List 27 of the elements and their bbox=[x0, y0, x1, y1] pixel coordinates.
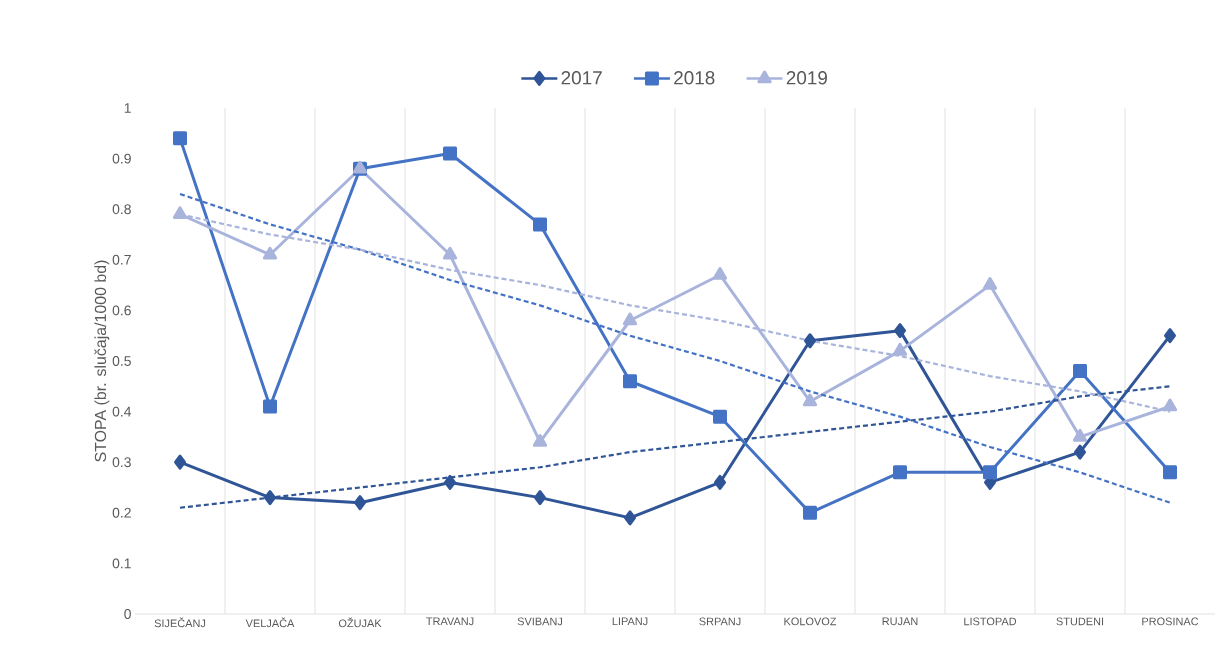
y-axis-title: STOPA (br. slučaja/1000 bd) bbox=[94, 260, 110, 462]
legend-label: 2017 bbox=[561, 71, 602, 85]
x-tick-label: VELJAČA bbox=[245, 617, 295, 628]
y-tick-label: 0.8 bbox=[112, 204, 131, 215]
x-tick-label: TRAVANJ bbox=[426, 617, 474, 626]
y-tick-label: 0.1 bbox=[112, 558, 131, 569]
x-tick-label: SIJEČANJ bbox=[154, 617, 206, 628]
x-tick-label: LIPANJ bbox=[612, 617, 648, 626]
y-tick-label: 0.3 bbox=[112, 457, 131, 468]
x-tick-label: SVIBANJ bbox=[517, 617, 563, 626]
x-tick-label: STUDENI bbox=[1056, 617, 1104, 626]
y-tick-label: 0.2 bbox=[112, 507, 131, 518]
x-tick-label: KOLOVOZ bbox=[784, 617, 837, 626]
y-tick-label: 0.4 bbox=[112, 406, 132, 417]
x-tick-label: LISTOPAD bbox=[964, 617, 1017, 626]
legend-label: 2018 bbox=[674, 71, 715, 85]
y-tick-label: 1 bbox=[124, 103, 131, 113]
x-tick-label: SRPANJ bbox=[699, 617, 741, 626]
y-tick-label: 0.7 bbox=[112, 254, 131, 265]
x-tick-label: RUJAN bbox=[882, 617, 918, 626]
y-tick-label: 0.9 bbox=[112, 153, 131, 164]
x-tick-label: OŽUJAK bbox=[338, 617, 382, 628]
y-tick-label: 0 bbox=[124, 609, 131, 619]
y-tick-label: 0.5 bbox=[112, 356, 131, 366]
legend-label: 2019 bbox=[786, 71, 827, 85]
x-tick-label: PROSINAC bbox=[1142, 617, 1199, 626]
y-tick-label: 0.6 bbox=[112, 305, 131, 316]
